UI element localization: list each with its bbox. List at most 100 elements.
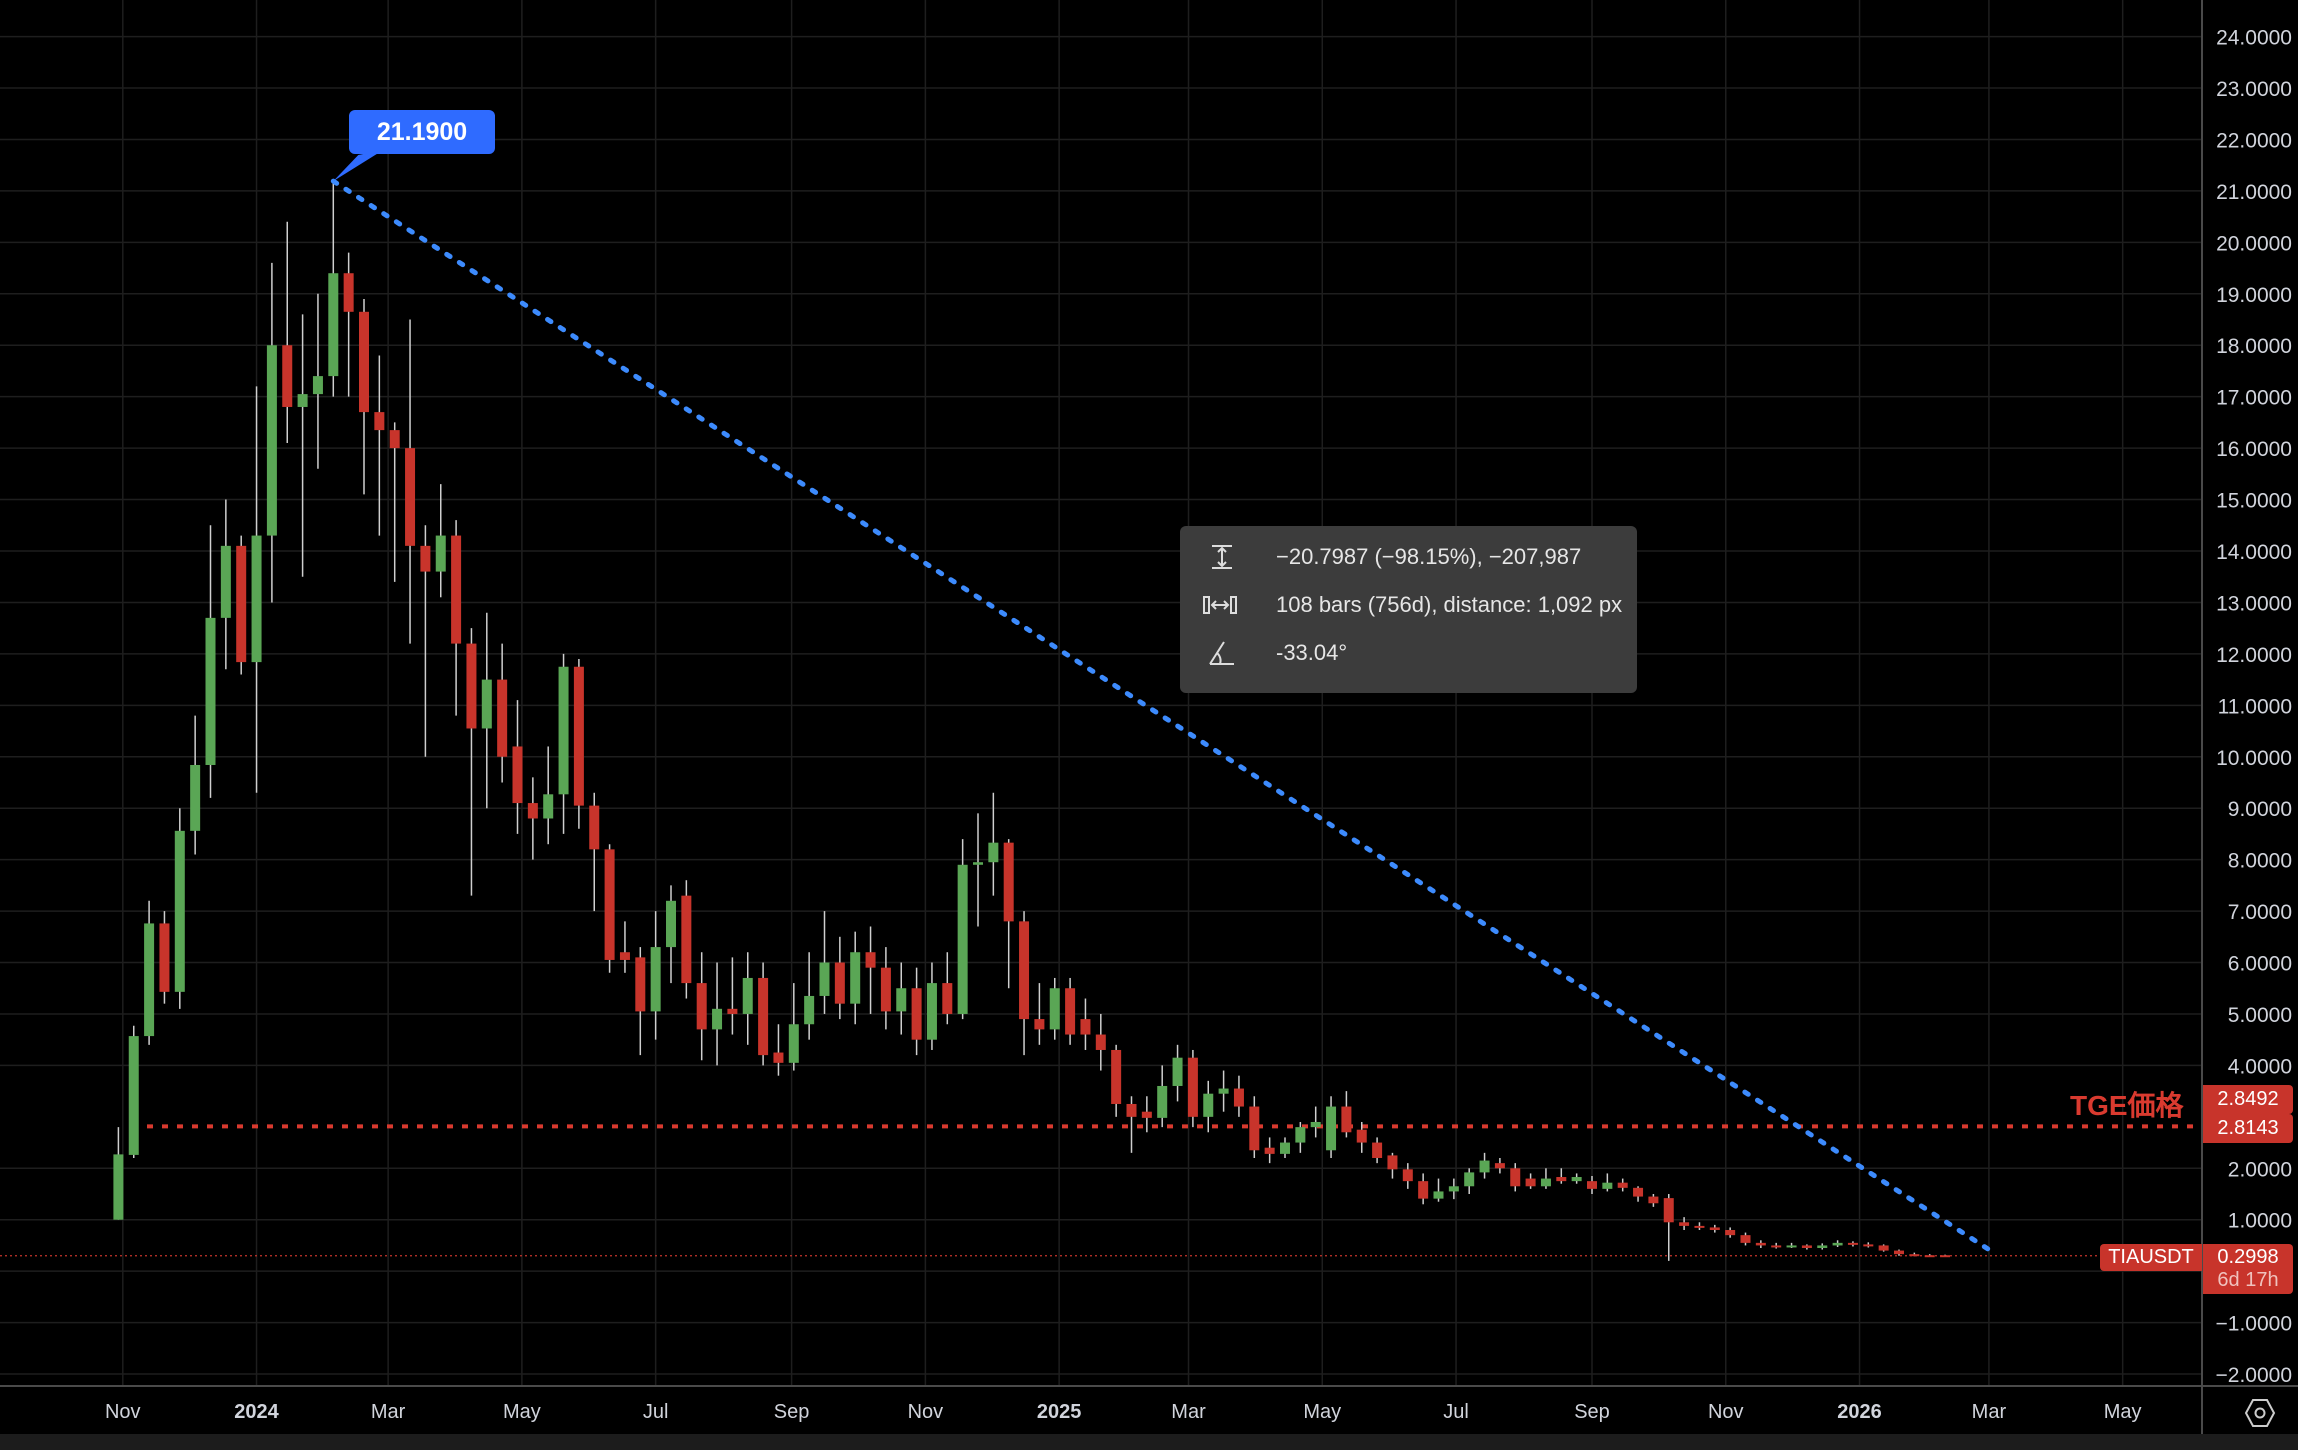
candle-body <box>497 679 508 757</box>
candle <box>128 1025 139 1158</box>
candle-body <box>973 862 983 865</box>
candle <box>1264 1137 1275 1164</box>
candle-body <box>804 995 815 1025</box>
candle <box>1909 1252 1920 1257</box>
price-range-text: −20.7987 (−98.15%), −207,987 <box>1276 544 1582 569</box>
candle <box>1095 1013 1106 1071</box>
candle-body <box>389 430 400 449</box>
candle <box>1049 977 1060 1040</box>
candle-body <box>1080 1019 1091 1035</box>
candle <box>742 952 753 1045</box>
candle <box>1755 1240 1766 1249</box>
candle <box>1387 1152 1398 1179</box>
y-tick-label: 9.0000 <box>2228 798 2292 821</box>
candle <box>1233 1075 1244 1117</box>
y-tick-label: −1.0000 <box>2216 1313 2293 1336</box>
candle-body <box>1556 1177 1567 1182</box>
candle-body <box>312 376 323 395</box>
candle-body <box>1003 842 1014 922</box>
candle-body <box>1909 1254 1920 1257</box>
candle-body <box>113 1154 124 1220</box>
candle-body <box>1402 1169 1413 1182</box>
candle <box>1157 1065 1168 1128</box>
candle-body <box>1111 1049 1122 1104</box>
candle-body <box>1310 1121 1321 1128</box>
candle <box>1295 1121 1306 1153</box>
candle <box>942 952 953 1025</box>
candle-body <box>1326 1106 1337 1151</box>
candle <box>1479 1152 1490 1179</box>
candle-body <box>1233 1088 1244 1107</box>
candle-body <box>1448 1186 1459 1192</box>
candle <box>1832 1240 1843 1247</box>
candle <box>1341 1091 1352 1138</box>
candle-body <box>1832 1242 1843 1246</box>
candle-body <box>1940 1255 1951 1258</box>
candle-body <box>374 412 385 431</box>
candle-body <box>589 805 600 850</box>
candle <box>911 967 922 1056</box>
current-price: 0.2998 <box>2217 1246 2279 1268</box>
candle <box>1786 1242 1797 1249</box>
candle <box>1326 1096 1337 1158</box>
candle-body <box>1617 1182 1628 1188</box>
candle-body <box>1679 1222 1690 1226</box>
candle-body <box>159 923 170 992</box>
candle-body <box>1540 1178 1551 1187</box>
candle-body <box>604 849 615 960</box>
x-tick-label: Jul <box>1443 1401 1469 1423</box>
candle-body <box>1694 1225 1705 1228</box>
candle <box>573 659 584 829</box>
candle-body <box>635 957 646 1012</box>
candle <box>1709 1224 1720 1233</box>
candle-body <box>205 617 216 765</box>
candle <box>1111 1044 1122 1117</box>
y-tick-label: 6.0000 <box>2228 953 2292 976</box>
x-tick-label: Sep <box>774 1401 810 1423</box>
candle-body <box>420 545 431 572</box>
candle-body <box>1878 1245 1889 1251</box>
candle <box>190 715 201 855</box>
candle <box>773 1024 784 1076</box>
candle <box>1817 1243 1828 1250</box>
candle-body <box>328 273 339 377</box>
candle-body <box>1387 1155 1398 1170</box>
candle <box>1663 1194 1674 1261</box>
candle <box>988 792 999 896</box>
x-tick-label: Mar <box>1972 1401 2007 1423</box>
candle <box>1694 1222 1705 1231</box>
candle <box>1648 1194 1659 1207</box>
candle-body <box>481 679 492 729</box>
candle <box>696 952 707 1061</box>
candle <box>619 921 630 973</box>
candle-body <box>512 746 523 804</box>
candle <box>1924 1254 1935 1258</box>
candle <box>220 499 231 670</box>
candle <box>389 422 400 582</box>
y-tick-label: 8.0000 <box>2228 850 2292 873</box>
candle-body <box>236 545 247 663</box>
y-tick-label: 19.0000 <box>2216 284 2292 307</box>
candle-body <box>1019 921 1030 1020</box>
candle <box>420 525 431 757</box>
symbol-label: TIAUSDT <box>2100 1244 2202 1271</box>
candle-body <box>1801 1245 1812 1249</box>
candle-body <box>773 1052 784 1063</box>
candle <box>1587 1175 1597 1194</box>
candle <box>512 700 523 834</box>
hexagon-settings-icon[interactable] <box>2243 1396 2277 1430</box>
candle-body <box>1218 1088 1229 1094</box>
candle-body <box>1433 1191 1444 1199</box>
candle-body <box>865 952 876 968</box>
candle <box>1771 1242 1782 1249</box>
candle-body <box>696 983 707 1030</box>
candle <box>1034 983 1045 1045</box>
candle <box>1617 1178 1628 1192</box>
candle-body <box>1648 1196 1659 1204</box>
candle-body <box>359 311 369 413</box>
candle <box>788 983 799 1071</box>
measure-trendline <box>330 178 1994 1254</box>
candle <box>973 813 983 927</box>
candle <box>1280 1137 1290 1158</box>
